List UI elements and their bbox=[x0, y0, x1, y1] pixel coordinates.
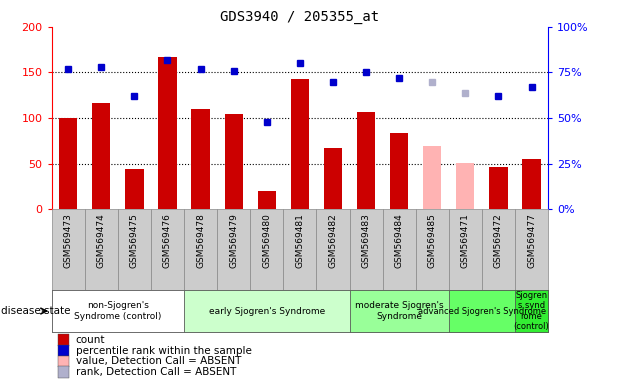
Bar bbox=[85, 209, 118, 290]
Bar bbox=[350, 209, 382, 290]
Bar bbox=[515, 290, 548, 332]
Text: GSM569473: GSM569473 bbox=[64, 214, 72, 268]
Bar bbox=[284, 209, 316, 290]
Text: Sjogren
s synd
rome
(control): Sjogren s synd rome (control) bbox=[513, 291, 549, 331]
Text: GSM569482: GSM569482 bbox=[328, 214, 338, 268]
Text: GSM569477: GSM569477 bbox=[527, 214, 536, 268]
Bar bbox=[350, 290, 449, 332]
Text: GSM569478: GSM569478 bbox=[196, 214, 205, 268]
Bar bbox=[522, 159, 541, 209]
Bar bbox=[59, 118, 77, 209]
Text: GSM569479: GSM569479 bbox=[229, 214, 238, 268]
Text: GSM569475: GSM569475 bbox=[130, 214, 139, 268]
Text: early Sjogren's Syndrome: early Sjogren's Syndrome bbox=[209, 306, 325, 316]
Text: GSM569471: GSM569471 bbox=[461, 214, 470, 268]
Text: GSM569484: GSM569484 bbox=[394, 214, 404, 268]
Text: GSM569485: GSM569485 bbox=[428, 214, 437, 268]
Bar bbox=[515, 209, 548, 290]
Bar bbox=[490, 167, 508, 209]
Bar bbox=[258, 191, 276, 209]
Text: GSM569472: GSM569472 bbox=[494, 214, 503, 268]
Bar bbox=[382, 209, 416, 290]
Text: percentile rank within the sample: percentile rank within the sample bbox=[76, 346, 251, 356]
Bar bbox=[250, 209, 284, 290]
Bar bbox=[416, 209, 449, 290]
Text: value, Detection Call = ABSENT: value, Detection Call = ABSENT bbox=[76, 356, 241, 366]
Bar bbox=[291, 79, 309, 209]
Bar bbox=[423, 146, 442, 209]
Bar bbox=[456, 163, 474, 209]
Bar bbox=[158, 57, 176, 209]
Text: moderate Sjogren's
Syndrome: moderate Sjogren's Syndrome bbox=[355, 301, 444, 321]
Text: rank, Detection Call = ABSENT: rank, Detection Call = ABSENT bbox=[76, 367, 236, 377]
Bar bbox=[217, 209, 250, 290]
Text: GSM569481: GSM569481 bbox=[295, 214, 304, 268]
Bar bbox=[52, 209, 85, 290]
Bar bbox=[118, 209, 151, 290]
Bar bbox=[449, 290, 515, 332]
Bar bbox=[482, 209, 515, 290]
Bar bbox=[92, 104, 110, 209]
Bar bbox=[449, 209, 482, 290]
Bar bbox=[224, 114, 243, 209]
Text: GSM569476: GSM569476 bbox=[163, 214, 172, 268]
Text: non-Sjogren's
Syndrome (control): non-Sjogren's Syndrome (control) bbox=[74, 301, 161, 321]
Bar bbox=[125, 169, 144, 209]
Bar bbox=[324, 148, 342, 209]
Text: count: count bbox=[76, 335, 105, 345]
Bar bbox=[390, 133, 408, 209]
Bar bbox=[192, 109, 210, 209]
Bar bbox=[184, 209, 217, 290]
Text: disease state: disease state bbox=[1, 306, 71, 316]
Bar bbox=[316, 209, 350, 290]
Title: GDS3940 / 205355_at: GDS3940 / 205355_at bbox=[220, 10, 379, 25]
Bar bbox=[184, 290, 350, 332]
Bar bbox=[151, 209, 184, 290]
Text: GSM569480: GSM569480 bbox=[262, 214, 272, 268]
Text: GSM569483: GSM569483 bbox=[362, 214, 370, 268]
Bar bbox=[52, 290, 184, 332]
Bar bbox=[357, 112, 375, 209]
Text: GSM569474: GSM569474 bbox=[97, 214, 106, 268]
Text: advanced Sjogren's Syndrome: advanced Sjogren's Syndrome bbox=[418, 306, 546, 316]
